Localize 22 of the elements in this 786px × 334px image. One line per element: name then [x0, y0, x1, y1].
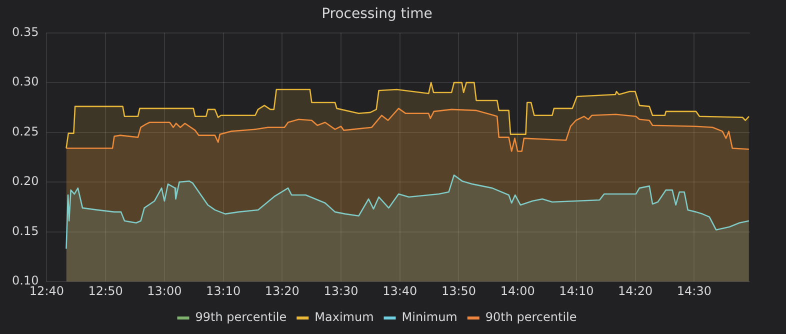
y-tick-label: 0.15: [12, 224, 39, 238]
y-tick-label: 0.35: [12, 24, 39, 39]
x-tick-label: 14:20: [618, 284, 653, 298]
x-tick-label: 13:30: [324, 284, 358, 298]
y-tick-label: 0.30: [12, 74, 39, 89]
x-tick-label: 13:40: [382, 284, 418, 298]
chart-title: Processing time: [322, 6, 432, 22]
x-tick-label: 12:40: [29, 284, 64, 298]
x-tick-label: 14:00: [500, 284, 535, 298]
legend-label: Maximum: [314, 310, 374, 324]
x-tick-label: 12:50: [88, 284, 123, 298]
legend-label: 90th percentile: [485, 310, 577, 324]
legend-label: 99th percentile: [195, 310, 287, 324]
y-tick-label: 0.20: [12, 174, 39, 188]
x-tick-label: 13:10: [206, 284, 241, 298]
x-tick-label: 13:20: [264, 284, 300, 298]
x-tick-label: 13:00: [147, 284, 182, 298]
y-tick-label: 0.25: [12, 124, 39, 138]
x-tick-label: 14:10: [559, 284, 594, 298]
legend-label: Minimum: [402, 310, 458, 324]
x-tick-label: 14:30: [676, 284, 712, 298]
x-tick-label: 13:50: [441, 284, 476, 298]
